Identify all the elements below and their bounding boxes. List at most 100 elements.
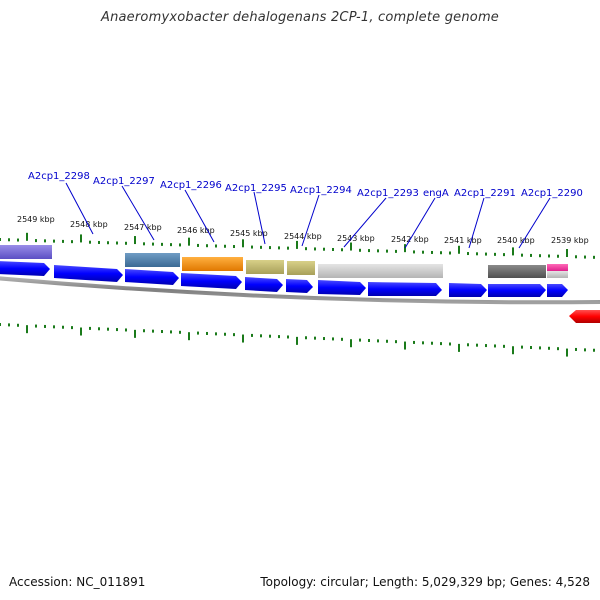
outer-scale-tick xyxy=(116,241,118,245)
gene-label-2297[interactable]: A2cp1_2297 xyxy=(93,176,155,187)
gene-label-2291[interactable]: A2cp1_2291 xyxy=(454,188,516,199)
cds-arrow-3[interactable] xyxy=(125,269,179,285)
cds-reverse-arrow[interactable] xyxy=(569,310,600,323)
accession-value: NC_011891 xyxy=(76,575,146,589)
inner-scale-tick xyxy=(152,329,154,333)
outer-scale-tick xyxy=(332,247,334,251)
inner-scale-tick xyxy=(548,346,550,350)
cds-arrow-6[interactable] xyxy=(286,279,313,293)
inner-scale-tick xyxy=(404,341,406,350)
inner-scale-tick xyxy=(71,326,73,330)
inner-scale-tick xyxy=(26,325,28,334)
inner-scale-tick xyxy=(323,337,325,341)
inner-scale-tick xyxy=(449,342,451,346)
outer-scale-tick xyxy=(197,243,199,247)
gene-callouts xyxy=(65,182,551,249)
outer-scale-tick xyxy=(566,249,568,258)
outer-scale-tick xyxy=(458,245,460,254)
gene-label-2296[interactable]: A2cp1_2296 xyxy=(160,180,222,191)
inner-scale-tick xyxy=(269,334,271,338)
callout-line-2298 xyxy=(65,182,94,235)
outer-scale-tick xyxy=(26,232,28,241)
inner-scale-tick xyxy=(584,348,586,352)
cds-arrow-7[interactable] xyxy=(318,280,366,295)
cog-feature-2290-bottom[interactable] xyxy=(547,271,568,278)
inner-scale-tick xyxy=(17,323,19,327)
outer-scale-tick xyxy=(44,239,46,243)
inner-scale-tick xyxy=(593,348,595,352)
inner-scale-tick xyxy=(62,325,64,329)
length-label: Length: xyxy=(372,575,419,589)
cds-arrow-10[interactable] xyxy=(488,284,546,297)
gene-label-2290[interactable]: A2cp1_2290 xyxy=(521,188,583,199)
inner-scale-tick xyxy=(8,323,10,327)
outer-scale-tick xyxy=(206,244,208,248)
inner-scale-tick xyxy=(170,330,172,334)
inner-scale-tick xyxy=(395,340,397,344)
gene-label-engA[interactable]: engA xyxy=(423,188,449,199)
gene-label-2294[interactable]: A2cp1_2294 xyxy=(290,185,352,196)
gene-label-2298[interactable]: A2cp1_2298 xyxy=(28,171,90,182)
cog-feature-2293[interactable] xyxy=(318,264,443,278)
outer-scale-tick xyxy=(134,236,136,245)
outer-scale-tick xyxy=(521,253,523,257)
cog-feature-2297[interactable] xyxy=(125,253,180,267)
inner-scale-tick xyxy=(575,347,577,351)
inner-scale-tick xyxy=(287,335,289,339)
gene-label-2293[interactable]: A2cp1_2293 xyxy=(357,188,419,199)
outer-scale-tick xyxy=(251,245,253,249)
cog-feature-2294[interactable] xyxy=(287,261,315,275)
outer-scale-tick xyxy=(395,249,397,253)
outer-scale-tick xyxy=(467,252,469,256)
cog-feature-2291[interactable] xyxy=(488,265,546,278)
scale-ticks-inner xyxy=(0,323,595,357)
inner-scale-tick xyxy=(332,337,334,341)
outer-scale-tick xyxy=(215,244,217,248)
cds-arrow-2[interactable] xyxy=(54,265,123,282)
scale-label-2549: 2549 kbp xyxy=(17,215,55,224)
inner-scale-tick xyxy=(161,330,163,334)
cds-arrow-11[interactable] xyxy=(547,284,568,297)
outer-scale-tick xyxy=(386,249,388,253)
inner-scale-tick xyxy=(251,333,253,337)
outer-scale-tick xyxy=(359,248,361,252)
cds-arrow-1[interactable] xyxy=(0,261,50,276)
inner-scale-tick xyxy=(512,346,514,355)
inner-scale-tick xyxy=(116,328,118,332)
outer-scale-tick xyxy=(413,250,415,254)
map-title: Anaeromyxobacter dehalogenans 2CP-1, com… xyxy=(100,10,500,25)
outer-scale-tick xyxy=(377,249,379,253)
inner-scale-tick xyxy=(80,327,82,336)
scale-label-2544: 2544 kbp xyxy=(284,232,322,241)
outer-scale-tick xyxy=(71,240,73,244)
inner-scale-tick xyxy=(485,344,487,348)
scale-label-2546: 2546 kbp xyxy=(177,226,215,235)
outer-scale-tick xyxy=(53,239,55,243)
cog-feature-2290-top[interactable] xyxy=(547,264,568,271)
cds-arrow-5[interactable] xyxy=(245,277,283,292)
cog-feature-2295[interactable] xyxy=(246,260,284,274)
outer-scale-tick xyxy=(287,246,289,250)
inner-scale-tick xyxy=(350,339,352,348)
outer-scale-tick xyxy=(422,250,424,254)
inner-scale-tick xyxy=(224,332,226,336)
outer-scale-tick xyxy=(269,246,271,250)
outer-scale-tick xyxy=(125,241,127,245)
inner-scale-tick xyxy=(98,327,100,331)
outer-scale-tick xyxy=(305,247,307,251)
cds-arrow-8[interactable] xyxy=(368,282,442,296)
outer-scale-tick xyxy=(89,240,91,244)
cog-feature-2298[interactable] xyxy=(0,245,52,259)
cds-arrow-9[interactable] xyxy=(449,283,487,297)
gene-label-2295[interactable]: A2cp1_2295 xyxy=(225,183,287,194)
inner-scale-tick xyxy=(413,340,415,344)
outer-scale-tick xyxy=(242,239,244,248)
scale-label-2539: 2539 kbp xyxy=(551,236,589,245)
outer-scale-tick xyxy=(485,252,487,256)
inner-scale-tick xyxy=(494,344,496,348)
scale-label-2541: 2541 kbp xyxy=(444,236,482,245)
cog-feature-2296[interactable] xyxy=(182,257,243,271)
cds-arrow-4[interactable] xyxy=(181,273,242,289)
outer-scale-tick xyxy=(224,244,226,248)
inner-scale-tick xyxy=(260,334,262,338)
